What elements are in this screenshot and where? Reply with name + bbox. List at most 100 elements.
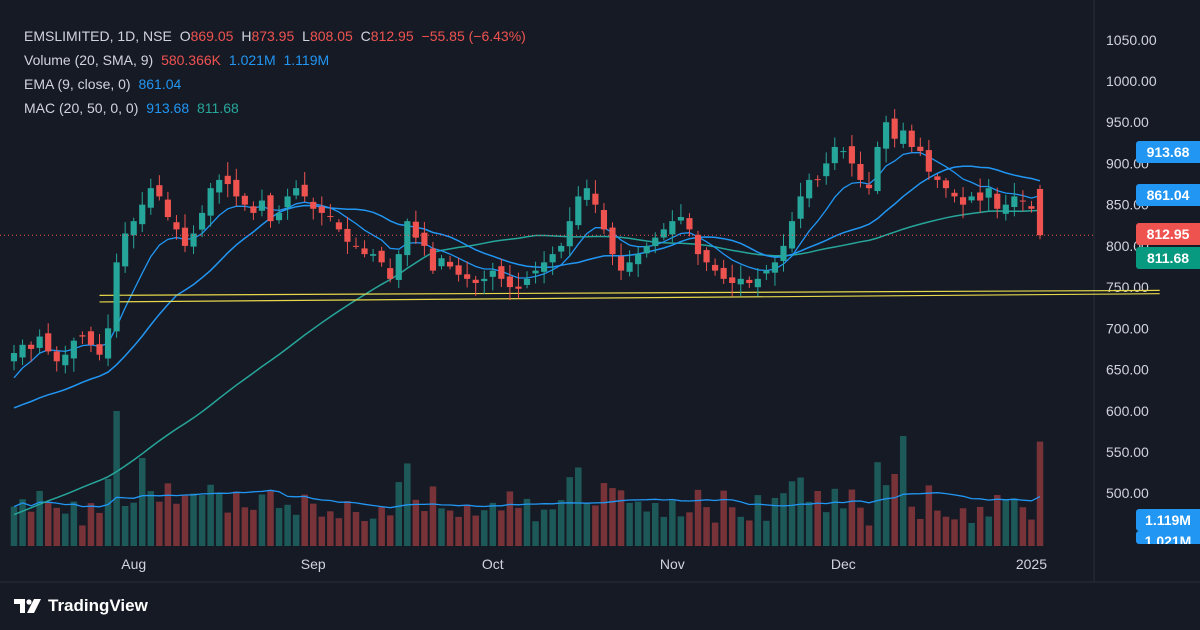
candle-body [592, 193, 599, 205]
candle-body [267, 195, 274, 222]
candle-body [729, 277, 736, 283]
volume-bar [805, 501, 813, 546]
volume-bar [669, 500, 676, 546]
mac-label[interactable]: MAC (20, 50, 0, 0) [24, 100, 139, 116]
candle [934, 173, 941, 189]
candle-body [472, 279, 479, 283]
volume-bar [438, 508, 445, 546]
volume-bar [780, 493, 787, 546]
candle-body [421, 232, 428, 246]
candle-body [455, 265, 462, 275]
volume-bar [643, 511, 650, 546]
x-tick-label: Oct [482, 556, 504, 572]
candle-body [558, 245, 565, 252]
volume-bar [976, 506, 984, 546]
candle-body [883, 122, 890, 149]
candle-body [985, 188, 992, 198]
volume-bar [831, 488, 839, 546]
volume-bar [1036, 441, 1044, 546]
candle-body [481, 278, 488, 282]
volume-bar [104, 478, 112, 546]
candle [763, 264, 770, 281]
candle [780, 234, 787, 272]
volume-bar [917, 518, 924, 546]
volume-bar [566, 477, 573, 546]
volume-label[interactable]: Volume (20, SMA, 9) [24, 52, 154, 68]
volume-bar [198, 495, 206, 546]
volume-bar [583, 503, 591, 546]
candle [53, 346, 60, 372]
candle-body [113, 262, 120, 332]
candle [532, 261, 539, 284]
volume-bar [634, 501, 642, 546]
candle-body [617, 256, 625, 271]
candle-body [780, 245, 787, 261]
candle-body [147, 188, 154, 208]
volume-bar [472, 515, 479, 546]
volume-bar [361, 521, 368, 546]
candle-body [429, 248, 437, 271]
volume-sma-line [13, 489, 1041, 509]
volume-bar [823, 512, 830, 546]
candle-body [831, 146, 838, 164]
candle [1002, 194, 1009, 221]
candle-body [575, 196, 582, 226]
candle-body [712, 264, 719, 271]
volume-value-3: 1.119M [283, 52, 330, 68]
volume-bar [617, 490, 625, 546]
ema-label[interactable]: EMA (9, close, 0) [24, 76, 131, 92]
candle-body [318, 206, 325, 213]
support-line-1[interactable] [99, 289, 1160, 296]
candle-body [754, 278, 761, 288]
candle [455, 257, 462, 282]
volume-bar [720, 490, 727, 546]
y-tick-label: 550.00 [1106, 444, 1149, 460]
y-tick-label: 650.00 [1106, 362, 1149, 378]
y-tick-label: 600.00 [1106, 403, 1149, 419]
volume-bar [267, 490, 274, 546]
volume-bar [79, 525, 86, 546]
candle [464, 261, 471, 288]
candle-body [720, 267, 727, 279]
candle [865, 171, 873, 195]
volume-bar [139, 458, 146, 546]
candle [694, 230, 702, 266]
candle-body [122, 233, 129, 267]
volume-bar [592, 505, 599, 546]
candle-body [900, 130, 907, 144]
volume-bar [951, 519, 958, 546]
candle [883, 115, 890, 163]
ema-price-tag: 861.04 [1136, 184, 1200, 206]
symbol-label[interactable]: EMSLIMITED, 1D, NSE [24, 28, 172, 44]
candle-body [216, 179, 223, 193]
candle-body [284, 196, 291, 208]
candle [233, 168, 240, 207]
candle-body [942, 180, 950, 189]
ma50-price-tag: 811.68 [1136, 247, 1200, 269]
volume-bar [942, 516, 950, 546]
volume-bar [1019, 507, 1027, 546]
candle-body [677, 217, 684, 221]
support-line-2[interactable] [99, 293, 1160, 303]
candle [122, 222, 129, 273]
volume-bar [327, 511, 334, 546]
candle-body [10, 353, 18, 362]
close-price-tag: 812.95 [1136, 223, 1200, 245]
tradingview-wordmark: TradingView [48, 596, 148, 615]
volume-bar [27, 511, 35, 546]
tradingview-logo[interactable]: TradingView [14, 596, 148, 616]
candle [549, 246, 556, 276]
candle [643, 242, 650, 258]
volume-bar [369, 518, 377, 546]
candle [1036, 184, 1044, 240]
volume-bar [711, 522, 719, 546]
candle [489, 262, 496, 291]
volume-bar [728, 507, 736, 546]
ma20-price-tag: 913.68 [1136, 141, 1200, 163]
candle [592, 180, 599, 214]
volume-bar [421, 511, 428, 546]
candle [985, 179, 992, 211]
candle [387, 258, 394, 283]
candle-body [1002, 204, 1009, 214]
